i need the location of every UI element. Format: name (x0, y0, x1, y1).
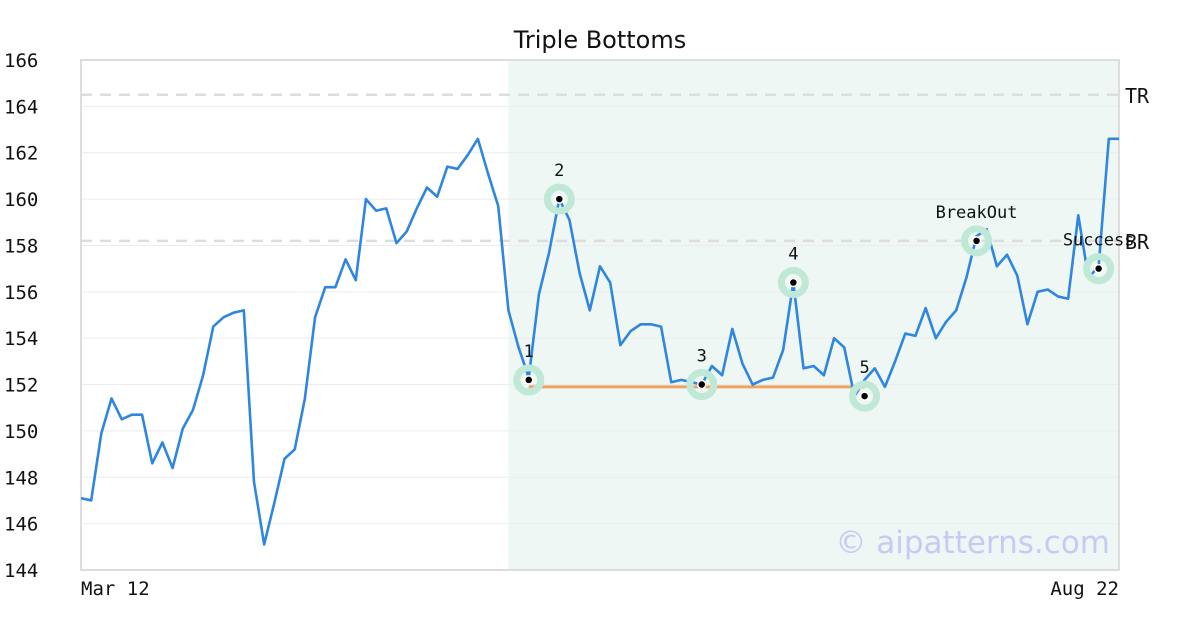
annotation-label: BreakOut (936, 203, 1018, 223)
annotation-marker-dot (971, 236, 982, 246)
x-end-label: Aug 22 (1050, 578, 1119, 600)
y-tick-label: 146 (4, 514, 38, 536)
y-tick-label: 162 (4, 143, 38, 165)
y-tick-label: 156 (4, 282, 38, 304)
annotation-marker-ring (543, 183, 575, 215)
annotation-marker-dot (1093, 263, 1104, 274)
chart-title: Triple Bottoms (513, 26, 687, 54)
annotation-label: 1 (524, 342, 534, 362)
pattern-zone (508, 60, 1120, 570)
y-tick-label: 150 (4, 421, 38, 443)
y-tick-label: 166 (4, 50, 38, 72)
annotation-marker-dot (554, 194, 565, 204)
annotation-label: 3 (697, 347, 707, 367)
annotation-label: 2 (554, 161, 564, 181)
x-start-label: Mar 12 (81, 578, 150, 600)
annotation-marker-dot (788, 277, 799, 288)
annotation-marker-dot (859, 391, 870, 401)
plot-area-frame (80, 59, 1120, 571)
reference-lines: TR BR (81, 84, 1150, 254)
price-line (80, 137, 1119, 546)
reference-line-label: BR (1125, 230, 1150, 254)
annotation-marker-ring (686, 369, 718, 401)
annotation-marker-ring (777, 267, 809, 299)
annotation-label: 4 (788, 245, 798, 265)
y-tick-label: 154 (4, 328, 38, 350)
annotation-marker-ring (849, 380, 881, 412)
y-tick-label: 164 (4, 96, 38, 118)
annotation-label: 5 (859, 358, 869, 378)
pattern-annotations: 1 2 3 4 5 BreakOut Success (513, 161, 1135, 412)
annotation-marker-ring (513, 364, 545, 396)
reference-line-label: TR (1125, 84, 1150, 108)
annotation-marker-ring (1083, 253, 1115, 285)
y-tick-label: 160 (4, 189, 38, 211)
highlight-zone-layer (508, 60, 1120, 570)
annotation-marker-dot (524, 375, 534, 385)
y-tick-label: 148 (4, 467, 38, 489)
annotation-label: Success (1063, 231, 1135, 251)
y-tick-label: 144 (4, 560, 38, 582)
watermark: © aipatterns.com (835, 525, 1110, 561)
y-tick-label: 152 (4, 375, 38, 397)
y-tick-label: 158 (4, 235, 38, 257)
price-line-layer (80, 137, 1119, 546)
annotation-marker-dot (697, 379, 707, 390)
annotation-marker-ring (961, 225, 993, 257)
y-axis-ticks: 144 146 148 150 152 154 156 158 160 162 164 166 (4, 50, 38, 582)
